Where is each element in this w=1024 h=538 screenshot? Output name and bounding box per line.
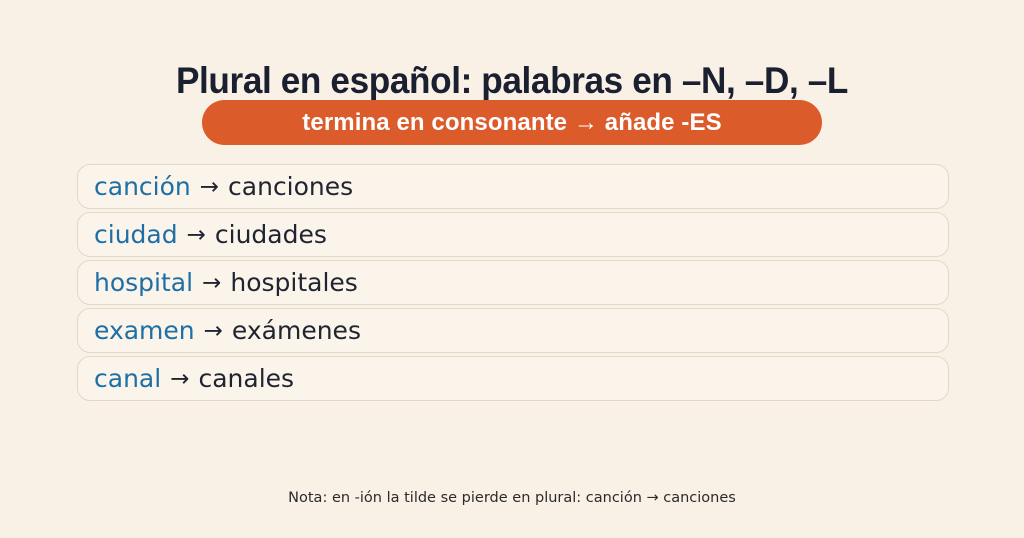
plural-word: exámenes	[231, 316, 361, 345]
arrow-icon: →	[199, 173, 220, 200]
plural-word: canales	[198, 364, 295, 393]
page-title: Plural en español: palabras en –N, –D, –…	[175, 59, 849, 101]
plural-word: hospitales	[230, 268, 358, 297]
rule-badge: termina en consonante → añade -ES	[202, 100, 822, 145]
arrow-icon: →	[202, 269, 222, 296]
list-item: canción → canciones	[77, 164, 949, 209]
singular-word: hospital	[94, 268, 194, 297]
singular-word: canción	[94, 172, 191, 201]
list-item: examen → exámenes	[77, 308, 949, 353]
arrow-icon: →	[186, 221, 206, 248]
arrow-icon: →	[203, 317, 223, 344]
list-item: ciudad → ciudades	[77, 212, 949, 257]
singular-word: canal	[94, 364, 162, 393]
plural-word: ciudades	[214, 220, 327, 249]
footer-note: Nota: en -ión la tilde se pierde en plur…	[288, 490, 736, 506]
arrow-icon: →	[170, 365, 190, 392]
list-item: canal → canales	[77, 356, 949, 401]
singular-word: ciudad	[94, 220, 178, 249]
plural-word: canciones	[228, 172, 354, 201]
rule-badge-container: termina en consonante → añade -ES	[0, 100, 1024, 145]
examples-list: canción → canciones ciudad → ciudades ho…	[77, 164, 949, 401]
list-item: hospital → hospitales	[77, 260, 949, 305]
singular-word: examen	[94, 316, 195, 345]
